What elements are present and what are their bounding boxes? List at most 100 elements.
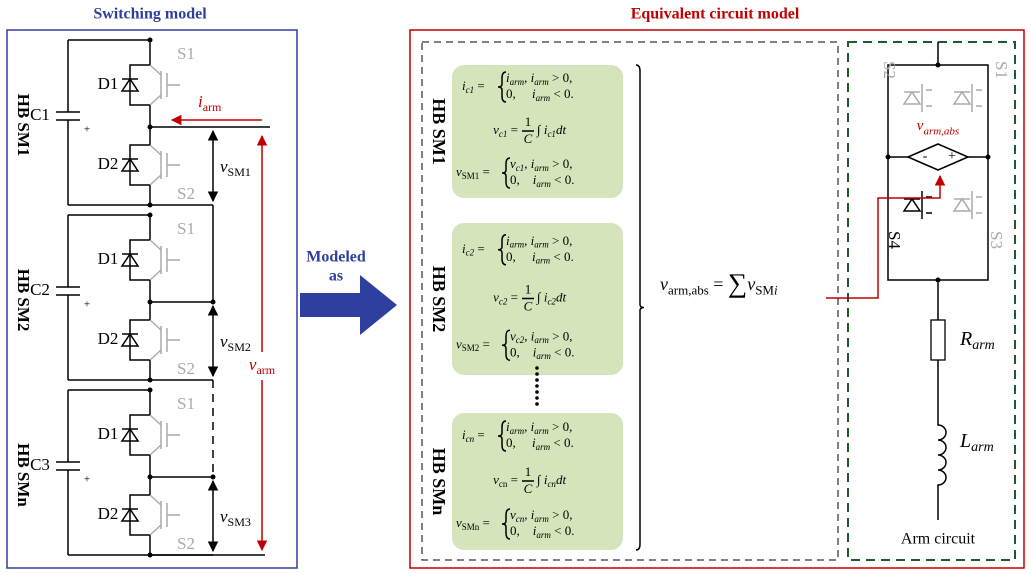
label: S3: [987, 231, 1006, 249]
arm-frame: [848, 42, 1015, 560]
formula-part: arm: [534, 77, 549, 87]
formula: iarm: [198, 92, 222, 114]
formula: icn =: [462, 427, 485, 444]
ellipsis-dot: [535, 390, 539, 394]
label: HB SM1: [429, 98, 449, 165]
formula-part: arm: [534, 163, 549, 173]
ellipsis-dot: [535, 384, 539, 388]
node: [148, 388, 153, 393]
formula-part: > 0,: [549, 328, 573, 343]
formula: ic2 =: [462, 241, 485, 258]
ellipsis-dot: [535, 402, 539, 406]
formula: varm: [249, 355, 276, 377]
formula-part: < 0.: [551, 523, 575, 538]
formula-part: 0,: [506, 86, 532, 101]
label: D2: [98, 329, 119, 348]
label: S2: [177, 534, 195, 553]
formula-part: ∫: [536, 289, 544, 305]
formula-part: ∫: [536, 472, 544, 488]
formula-part: SM3: [228, 515, 251, 529]
formula-part: c1: [466, 85, 475, 95]
label: D2: [98, 154, 119, 173]
formula-part: SM2: [228, 340, 251, 354]
wire: [130, 415, 150, 455]
formula-part: > 0,: [549, 419, 573, 434]
formula-part: =: [507, 289, 518, 304]
label: S1: [177, 44, 195, 63]
formula-part: i: [774, 282, 778, 297]
formula: Rarm: [959, 328, 995, 354]
label: 1: [525, 464, 532, 479]
formula-part: ∫: [536, 122, 544, 138]
formula-part: dt: [556, 472, 567, 487]
dependent-source: [908, 144, 968, 170]
wire: [130, 495, 150, 535]
formula-part: SMn: [462, 522, 480, 532]
label: HB SMn: [14, 443, 33, 507]
formula-part: arm: [536, 351, 551, 361]
formula-part: SM1: [462, 171, 480, 181]
formula: Larm: [959, 430, 994, 456]
label: HB SM2: [14, 269, 33, 332]
formula-part: arm,abs: [668, 282, 709, 297]
formula-part: SM2: [462, 343, 480, 353]
modeled-arrow: [300, 275, 397, 335]
label: S4: [885, 231, 904, 249]
formula-part: v: [747, 274, 755, 294]
formula-part: =: [479, 515, 490, 530]
wire: [150, 495, 180, 535]
formula-part: < 0.: [550, 249, 574, 264]
wire: [150, 415, 180, 455]
formula-part: > 0,: [549, 507, 573, 522]
formula-part: arm: [536, 179, 551, 189]
formula-part: arm: [536, 530, 551, 540]
diode: [954, 199, 970, 211]
formula-part: c1: [499, 129, 508, 139]
label: -: [923, 149, 928, 164]
label: C: [524, 131, 533, 146]
label: S1: [992, 61, 1011, 79]
node: [986, 155, 991, 160]
submodule-voltage: vSM1: [220, 157, 251, 179]
label: +: [84, 124, 90, 136]
formula-part: SM: [755, 282, 774, 297]
label: 1: [525, 114, 532, 129]
formula-part: arm: [534, 240, 549, 250]
ellipsis-dot: [535, 378, 539, 382]
wire: [972, 191, 982, 219]
formula-part: < 0.: [551, 344, 575, 359]
formula-part: > 0,: [549, 233, 573, 248]
formula-part: v: [660, 274, 668, 294]
label: S2: [177, 184, 195, 203]
label: C1: [30, 105, 50, 124]
label: Arm circuit: [901, 531, 976, 548]
node: [211, 475, 216, 480]
formula-part: 0,: [510, 344, 533, 359]
formula: varm,abs: [917, 118, 959, 137]
formula-part: ∑: [728, 268, 747, 298]
submodule-voltage: vSM2: [220, 332, 251, 354]
wire: [150, 65, 180, 105]
wire: [130, 320, 150, 360]
formula-part: c1: [547, 129, 556, 139]
formula-part: =: [479, 336, 490, 351]
ellipsis-dot: [535, 366, 539, 370]
formula-part: L: [959, 430, 971, 452]
formula-part: =: [507, 472, 518, 487]
formula-part: < 0.: [550, 86, 574, 101]
formula-part: arm: [536, 93, 551, 103]
modeled-label: Modeled: [306, 249, 366, 266]
formula-part: arm: [256, 363, 275, 377]
formula-part: arm,abs: [923, 125, 959, 137]
left-frame: [7, 30, 297, 568]
submodule-voltage: vSM3: [220, 507, 251, 529]
label: S1: [177, 394, 195, 413]
ellipsis-dot: [535, 372, 539, 376]
formula-part: dt: [556, 289, 567, 304]
diagram: Switching model Equivalent circuit model…: [0, 0, 1031, 573]
formula-part: arm: [536, 442, 551, 452]
left-title: Switching model: [93, 6, 207, 23]
label: S2: [880, 61, 899, 79]
wire: [636, 65, 644, 550]
ellipsis-dot: [535, 396, 539, 400]
